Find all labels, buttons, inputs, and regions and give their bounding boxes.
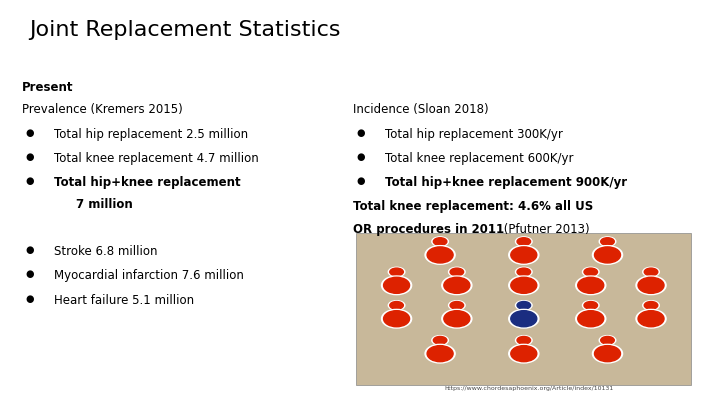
Ellipse shape <box>516 237 532 246</box>
Text: ●: ● <box>25 128 34 138</box>
Text: ●: ● <box>356 128 365 138</box>
Text: Joint Replacement Statistics: Joint Replacement Statistics <box>29 20 341 40</box>
Text: Total knee replacement 4.7 million: Total knee replacement 4.7 million <box>54 152 258 165</box>
Ellipse shape <box>509 245 539 264</box>
Ellipse shape <box>516 336 532 345</box>
Ellipse shape <box>384 311 410 327</box>
Ellipse shape <box>636 309 666 328</box>
Ellipse shape <box>449 301 465 310</box>
Ellipse shape <box>388 301 405 310</box>
Text: ●: ● <box>25 294 34 304</box>
Ellipse shape <box>509 344 539 363</box>
Text: ●: ● <box>25 176 34 186</box>
Ellipse shape <box>510 247 537 263</box>
Text: OR procedures in 2011: OR procedures in 2011 <box>353 223 504 236</box>
Ellipse shape <box>517 301 531 309</box>
Ellipse shape <box>510 277 537 293</box>
Ellipse shape <box>599 336 616 345</box>
Text: Prevalence (Kremers 2015): Prevalence (Kremers 2015) <box>22 103 182 116</box>
Ellipse shape <box>600 337 614 344</box>
Ellipse shape <box>510 311 537 327</box>
Ellipse shape <box>382 309 412 328</box>
Ellipse shape <box>577 277 604 293</box>
Text: https://www.chordesaphoenix.org/Article/index/10131: https://www.chordesaphoenix.org/Article/… <box>444 386 614 391</box>
Ellipse shape <box>390 301 403 309</box>
Text: (Pfutner 2013): (Pfutner 2013) <box>500 223 590 236</box>
Ellipse shape <box>384 277 410 293</box>
Ellipse shape <box>644 268 658 276</box>
Ellipse shape <box>577 311 604 327</box>
Ellipse shape <box>449 267 465 277</box>
Ellipse shape <box>382 276 412 294</box>
Ellipse shape <box>516 301 532 310</box>
Text: Incidence (Sloan 2018): Incidence (Sloan 2018) <box>353 103 488 116</box>
Ellipse shape <box>425 344 455 363</box>
Ellipse shape <box>516 267 532 277</box>
Ellipse shape <box>444 311 470 327</box>
Ellipse shape <box>433 238 447 245</box>
Ellipse shape <box>427 247 453 263</box>
Ellipse shape <box>584 268 598 276</box>
Text: 7 million: 7 million <box>76 198 132 211</box>
Text: Total hip+knee replacement 900K/yr: Total hip+knee replacement 900K/yr <box>385 176 627 189</box>
Ellipse shape <box>636 276 666 294</box>
Ellipse shape <box>517 268 531 276</box>
Ellipse shape <box>450 301 464 309</box>
Ellipse shape <box>576 276 606 294</box>
Text: ●: ● <box>356 152 365 162</box>
Ellipse shape <box>643 301 660 310</box>
Ellipse shape <box>425 245 455 264</box>
Ellipse shape <box>638 277 664 293</box>
Ellipse shape <box>582 267 599 277</box>
Text: Total knee replacement: 4.6% all US: Total knee replacement: 4.6% all US <box>353 200 593 213</box>
Ellipse shape <box>442 276 472 294</box>
Ellipse shape <box>638 311 664 327</box>
Text: Total knee replacement 600K/yr: Total knee replacement 600K/yr <box>385 152 574 165</box>
Text: Total hip+knee replacement: Total hip+knee replacement <box>54 176 240 189</box>
Ellipse shape <box>444 277 470 293</box>
Text: Total hip replacement 2.5 million: Total hip replacement 2.5 million <box>54 128 248 141</box>
Ellipse shape <box>510 345 537 362</box>
Ellipse shape <box>643 267 660 277</box>
Ellipse shape <box>390 268 403 276</box>
Ellipse shape <box>600 238 614 245</box>
Ellipse shape <box>599 237 616 246</box>
Ellipse shape <box>388 267 405 277</box>
Ellipse shape <box>584 301 598 309</box>
Ellipse shape <box>432 237 449 246</box>
Ellipse shape <box>427 345 453 362</box>
Ellipse shape <box>576 309 606 328</box>
Ellipse shape <box>517 337 531 344</box>
Text: ●: ● <box>356 176 365 186</box>
Ellipse shape <box>509 276 539 294</box>
Text: Heart failure 5.1 million: Heart failure 5.1 million <box>54 294 194 307</box>
Ellipse shape <box>450 268 464 276</box>
Text: Myocardial infarction 7.6 million: Myocardial infarction 7.6 million <box>54 269 244 282</box>
Text: ●: ● <box>25 245 34 255</box>
Text: ●: ● <box>25 269 34 279</box>
Ellipse shape <box>644 301 658 309</box>
Ellipse shape <box>593 344 623 363</box>
Ellipse shape <box>595 345 621 362</box>
Ellipse shape <box>509 309 539 328</box>
Text: Stroke 6.8 million: Stroke 6.8 million <box>54 245 158 258</box>
Ellipse shape <box>517 238 531 245</box>
Text: Present: Present <box>22 81 73 94</box>
Ellipse shape <box>593 245 623 264</box>
Text: ●: ● <box>25 152 34 162</box>
Ellipse shape <box>433 337 447 344</box>
Ellipse shape <box>582 301 599 310</box>
FancyBboxPatch shape <box>356 233 691 385</box>
Text: Total hip replacement 300K/yr: Total hip replacement 300K/yr <box>385 128 563 141</box>
Ellipse shape <box>442 309 472 328</box>
Ellipse shape <box>595 247 621 263</box>
Ellipse shape <box>432 336 449 345</box>
